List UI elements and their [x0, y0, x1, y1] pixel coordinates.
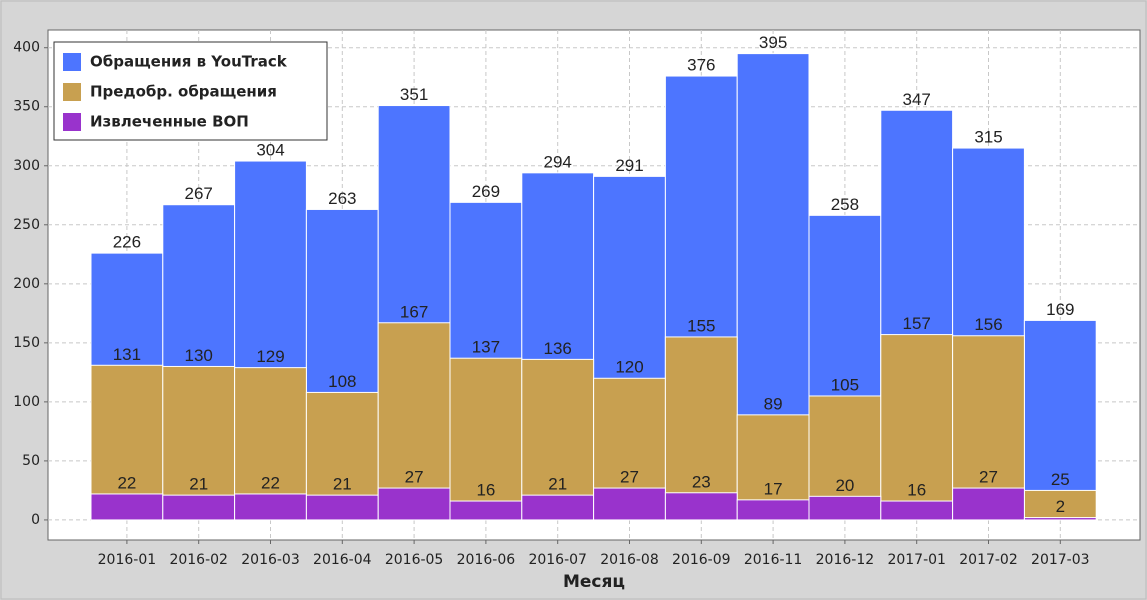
y-tick-label: 350: [13, 99, 40, 115]
value-label: 129: [256, 347, 284, 366]
x-tick-label: 2016-08: [600, 552, 659, 568]
value-label: 347: [903, 90, 931, 109]
legend: [53, 41, 328, 141]
bar: [449, 357, 523, 521]
x-tick-label: 2016-02: [169, 552, 228, 568]
legend-label: Обращения в YouTrack: [90, 53, 288, 71]
bar: [593, 487, 666, 521]
value-label: 294: [544, 152, 572, 171]
y-tick-label: 250: [13, 217, 40, 233]
bar: [305, 494, 379, 521]
x-axis-label: Месяц: [563, 572, 625, 592]
value-label: 156: [974, 315, 1002, 334]
value-label: 17: [764, 479, 783, 498]
legend-swatch: [63, 113, 81, 131]
x-tick-label: 2016-12: [816, 552, 875, 568]
value-label: 120: [615, 358, 643, 377]
x-tick-label: 2017-02: [959, 552, 1018, 568]
value-label: 89: [764, 394, 783, 413]
value-label: 16: [476, 481, 495, 500]
value-label: 269: [472, 182, 500, 201]
x-tick-label: 2017-03: [1031, 552, 1090, 568]
x-tick-label: 2016-01: [98, 552, 157, 568]
bar: [880, 334, 954, 521]
value-label: 376: [687, 56, 715, 75]
legend-swatch: [63, 83, 81, 101]
value-label: 105: [831, 375, 859, 394]
value-label: 25: [1051, 470, 1070, 489]
value-label: 157: [903, 314, 931, 333]
value-label: 263: [328, 189, 356, 208]
value-label: 137: [472, 338, 500, 357]
value-label: 130: [185, 346, 213, 365]
x-tick-label: 2016-06: [457, 552, 516, 568]
y-tick-label: 400: [13, 40, 40, 56]
value-label: 315: [974, 128, 1002, 147]
bar: [808, 495, 882, 521]
value-label: 155: [687, 316, 715, 335]
x-tick-label: 2016-05: [385, 552, 444, 568]
y-tick-label: 200: [13, 276, 40, 292]
value-label: 20: [835, 476, 854, 495]
value-label: 395: [759, 33, 787, 52]
value-label: 351: [400, 85, 428, 104]
y-tick-label: 0: [31, 512, 40, 528]
legend-label: Предобр. обращения: [90, 83, 277, 101]
value-label: 27: [979, 468, 998, 487]
legend-swatch: [63, 53, 81, 71]
x-tick-label: 2016-11: [744, 552, 803, 568]
x-tick-label: 2017-01: [887, 552, 946, 568]
value-label: 167: [400, 302, 428, 321]
bar: [736, 499, 810, 521]
y-tick-label: 150: [13, 335, 40, 351]
y-tick-label: 100: [13, 394, 40, 410]
value-label: 131: [113, 345, 141, 364]
bar: [90, 493, 164, 521]
value-label: 27: [620, 468, 639, 487]
value-label: 22: [117, 473, 136, 492]
bar: [449, 500, 523, 521]
x-tick-label: 2016-07: [528, 552, 587, 568]
value-label: 108: [328, 372, 356, 391]
y-tick-label: 50: [22, 453, 40, 469]
value-label: 267: [185, 184, 213, 203]
bar: [234, 493, 307, 521]
bar: [162, 494, 236, 521]
value-label: 226: [113, 233, 141, 252]
bar: [664, 336, 738, 521]
value-label: 21: [189, 475, 208, 494]
x-tick-label: 2016-09: [672, 552, 731, 568]
value-label: 2: [1056, 497, 1065, 516]
value-label: 21: [333, 475, 352, 494]
value-label: 291: [615, 156, 643, 175]
bar: [1023, 517, 1097, 521]
value-label: 27: [405, 468, 424, 487]
bar: [377, 487, 451, 521]
bar: [664, 492, 738, 521]
value-label: 304: [256, 141, 284, 160]
value-label: 21: [548, 475, 567, 494]
x-tick-label: 2016-04: [313, 552, 372, 568]
legend-label: Извлеченные ВОП: [90, 113, 249, 131]
x-tick-label: 2016-03: [241, 552, 300, 568]
value-label: 258: [831, 195, 859, 214]
value-label: 169: [1046, 300, 1074, 319]
bar: [952, 487, 1025, 521]
value-label: 23: [692, 472, 711, 491]
bar: [1023, 489, 1097, 521]
y-tick-label: 300: [13, 158, 40, 174]
value-label: 136: [544, 339, 572, 358]
bar: [521, 494, 595, 521]
value-label: 22: [261, 473, 280, 492]
value-label: 16: [907, 481, 926, 500]
bar: [880, 500, 954, 521]
